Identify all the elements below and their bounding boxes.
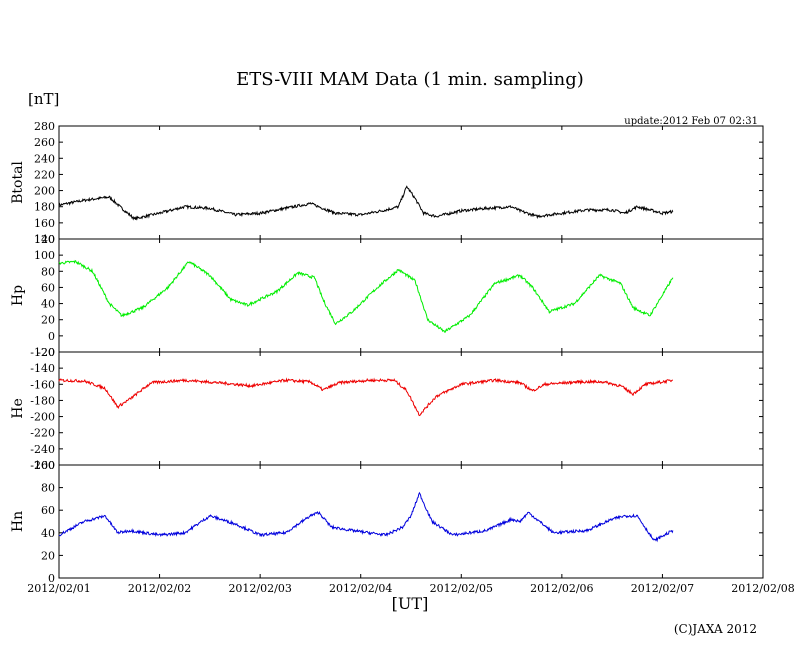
y-tick-label: 180 [34, 201, 55, 214]
y-tick-label: 80 [41, 265, 55, 278]
y-tick-label: 40 [41, 298, 55, 311]
y-tick-label: -120 [30, 346, 55, 359]
y-tick-label: 20 [41, 314, 55, 327]
panel-frame [58, 238, 764, 353]
y-tick-label: -220 [30, 427, 55, 440]
y-tick-label: 20 [41, 549, 55, 562]
y-tick-label: 0 [48, 572, 55, 585]
panel-he: -120 -140 -160 -180 -200 -220 -240 -260 He [10, 346, 764, 472]
y-tick-label: 240 [34, 152, 55, 165]
x-tick-label: 2012/02/08 [731, 582, 794, 595]
y-tick-label: 100 [34, 459, 55, 472]
series-line-hn [58, 491, 674, 543]
series-line-hp [58, 259, 674, 333]
series-line-he [58, 377, 673, 417]
panel-btotal: 280 260 240 220 200 180 160 140 Btotal [10, 120, 764, 246]
y-axis-label: Hp [10, 285, 26, 306]
y-tick-label: 160 [34, 217, 55, 230]
panel-frame [58, 464, 764, 579]
y-tick-label: -260 [30, 459, 55, 472]
panel-hn: 100 80 60 40 20 0 Hn [10, 459, 764, 585]
update-timestamp: update:2012 Feb 07 02:31 [624, 116, 758, 127]
panel-hp: 120 100 80 60 40 20 0 -20 Hp [10, 233, 764, 359]
y-axis-label: Btotal [10, 161, 26, 204]
y-tick-label: 40 [41, 527, 55, 540]
y-axis-label: He [10, 398, 26, 419]
y-tick-label: -200 [30, 411, 55, 424]
y-tick-label: 220 [34, 168, 55, 181]
x-tick-label: 2012/02/03 [228, 582, 291, 595]
y-tick-label: -180 [30, 394, 55, 407]
y-tick-label: -20 [37, 346, 55, 359]
x-tick-label: 2012/02/05 [430, 582, 493, 595]
series-line-btotal [58, 185, 674, 221]
y-tick-label: 260 [34, 136, 55, 149]
panel-frame [58, 351, 764, 466]
y-tick-label: 100 [34, 249, 55, 262]
y-tick-label: -140 [30, 362, 55, 375]
y-tick-label: 80 [41, 482, 55, 495]
x-tick-label: 2012/02/04 [329, 582, 392, 595]
y-tick-label: 200 [34, 185, 55, 198]
panels: 280260240220200180160140Btotal1201008060… [10, 120, 764, 585]
y-tick-label: 120 [34, 233, 55, 246]
x-tick-label: 2012/02/06 [530, 582, 593, 595]
copyright: (C)JAXA 2012 [674, 622, 757, 636]
panel-frame [58, 125, 764, 240]
x-tick-label: 2012/02/02 [128, 582, 191, 595]
chart-title: ETS-VIII MAM Data (1 min. sampling) [236, 69, 584, 90]
y-tick-label: 0 [48, 330, 55, 343]
x-tick-label: 2012/02/01 [27, 582, 90, 595]
x-tick-label: 2012/02/07 [631, 582, 694, 595]
y-tick-label: 60 [41, 504, 55, 517]
x-axis-ticks: 2012/02/01 2012/02/02 2012/02/03 2012/02/04… [27, 126, 795, 595]
y-tick-label: 280 [34, 120, 55, 133]
y-tick-label: -240 [30, 443, 55, 456]
y-tick-label: 140 [34, 233, 55, 246]
y-tick-label: 60 [41, 281, 55, 294]
x-axis-label: [UT] [392, 594, 429, 613]
y-tick-label: -160 [30, 378, 55, 391]
y-axis-label: Hn [10, 511, 26, 532]
unit-label: [nT] [28, 90, 59, 108]
